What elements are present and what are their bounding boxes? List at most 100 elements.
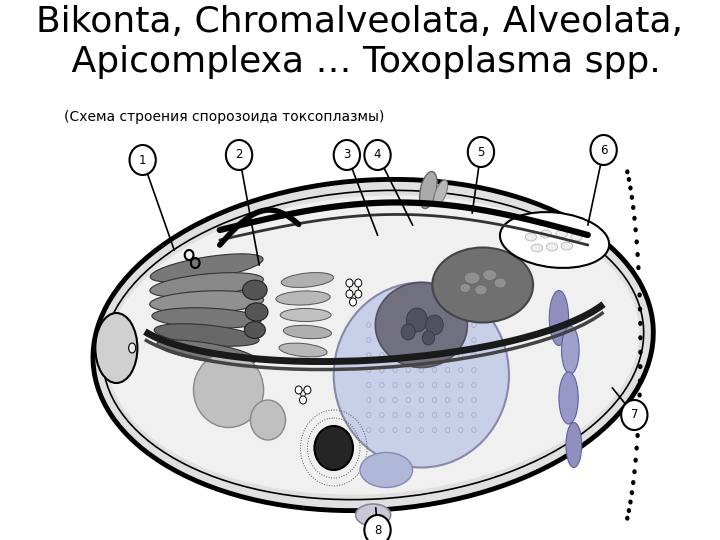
Circle shape xyxy=(355,279,361,287)
Circle shape xyxy=(468,137,494,167)
Circle shape xyxy=(637,279,642,284)
Ellipse shape xyxy=(494,278,506,288)
Circle shape xyxy=(295,386,302,394)
Ellipse shape xyxy=(93,179,653,511)
Circle shape xyxy=(636,252,640,257)
Circle shape xyxy=(638,379,642,383)
Ellipse shape xyxy=(150,254,263,282)
Ellipse shape xyxy=(540,230,552,238)
Circle shape xyxy=(634,446,639,450)
Ellipse shape xyxy=(464,272,480,284)
Circle shape xyxy=(349,298,356,306)
Circle shape xyxy=(625,516,629,521)
Circle shape xyxy=(629,500,633,504)
Ellipse shape xyxy=(276,291,330,305)
Circle shape xyxy=(346,279,353,287)
Ellipse shape xyxy=(246,303,268,321)
Ellipse shape xyxy=(375,282,467,368)
Ellipse shape xyxy=(244,322,266,339)
Ellipse shape xyxy=(531,244,543,252)
Ellipse shape xyxy=(107,195,639,495)
Ellipse shape xyxy=(559,372,578,424)
Circle shape xyxy=(422,331,434,345)
Ellipse shape xyxy=(129,343,135,353)
Circle shape xyxy=(130,145,156,175)
Circle shape xyxy=(636,433,640,438)
Circle shape xyxy=(634,227,638,232)
Circle shape xyxy=(634,458,638,463)
Circle shape xyxy=(355,290,361,298)
Circle shape xyxy=(632,216,636,221)
Circle shape xyxy=(625,170,629,174)
Circle shape xyxy=(636,420,641,425)
Ellipse shape xyxy=(280,308,331,321)
Ellipse shape xyxy=(150,291,264,313)
Ellipse shape xyxy=(525,233,536,241)
Circle shape xyxy=(621,400,647,430)
Text: (Схема строения спорозоида токсоплазмы): (Схема строения спорозоида токсоплазмы) xyxy=(64,110,384,124)
Ellipse shape xyxy=(95,313,138,383)
Ellipse shape xyxy=(279,343,327,357)
Ellipse shape xyxy=(150,273,264,298)
Circle shape xyxy=(300,396,307,404)
Circle shape xyxy=(315,426,353,470)
Circle shape xyxy=(426,315,444,335)
Ellipse shape xyxy=(333,282,509,468)
Circle shape xyxy=(637,407,642,411)
Circle shape xyxy=(304,386,311,394)
Ellipse shape xyxy=(500,212,609,268)
Text: Bikonta, Chromalveolata, Alveolata,: Bikonta, Chromalveolata, Alveolata, xyxy=(37,5,683,39)
Circle shape xyxy=(638,321,642,326)
Circle shape xyxy=(401,324,415,340)
Ellipse shape xyxy=(571,233,582,241)
Text: 8: 8 xyxy=(374,523,381,537)
Ellipse shape xyxy=(194,353,264,428)
Text: 2: 2 xyxy=(235,148,243,161)
Ellipse shape xyxy=(420,172,437,208)
Ellipse shape xyxy=(157,340,256,364)
Ellipse shape xyxy=(154,324,259,346)
Circle shape xyxy=(626,508,631,513)
Ellipse shape xyxy=(556,230,567,238)
Text: Apicomplexa … Toxoplasma spp.: Apicomplexa … Toxoplasma spp. xyxy=(60,45,660,79)
Circle shape xyxy=(346,290,353,298)
Text: 3: 3 xyxy=(343,148,351,161)
Circle shape xyxy=(630,195,634,200)
Circle shape xyxy=(632,469,636,474)
Circle shape xyxy=(626,177,631,182)
Ellipse shape xyxy=(432,247,533,322)
Circle shape xyxy=(634,239,639,245)
Ellipse shape xyxy=(482,269,497,280)
Circle shape xyxy=(637,293,642,298)
Circle shape xyxy=(631,480,636,485)
Circle shape xyxy=(364,515,391,540)
Ellipse shape xyxy=(460,284,470,293)
Circle shape xyxy=(407,308,428,332)
Ellipse shape xyxy=(433,180,448,206)
Ellipse shape xyxy=(549,291,569,346)
Ellipse shape xyxy=(152,308,261,328)
Ellipse shape xyxy=(474,285,487,295)
Circle shape xyxy=(630,490,634,495)
Circle shape xyxy=(629,186,633,191)
Text: 4: 4 xyxy=(374,148,382,161)
Text: 7: 7 xyxy=(631,408,638,422)
Text: 6: 6 xyxy=(600,144,608,157)
Circle shape xyxy=(590,135,617,165)
Circle shape xyxy=(364,140,391,170)
Ellipse shape xyxy=(360,453,413,488)
Circle shape xyxy=(631,205,636,210)
Ellipse shape xyxy=(356,504,391,526)
Circle shape xyxy=(251,400,286,440)
Ellipse shape xyxy=(284,326,331,339)
Ellipse shape xyxy=(282,273,333,287)
Text: 1: 1 xyxy=(139,153,146,166)
Circle shape xyxy=(636,265,641,270)
Ellipse shape xyxy=(561,242,572,250)
Ellipse shape xyxy=(562,326,579,374)
Text: 5: 5 xyxy=(477,145,485,159)
Circle shape xyxy=(226,140,252,170)
Ellipse shape xyxy=(243,280,267,300)
Circle shape xyxy=(637,393,642,397)
Ellipse shape xyxy=(546,243,557,251)
